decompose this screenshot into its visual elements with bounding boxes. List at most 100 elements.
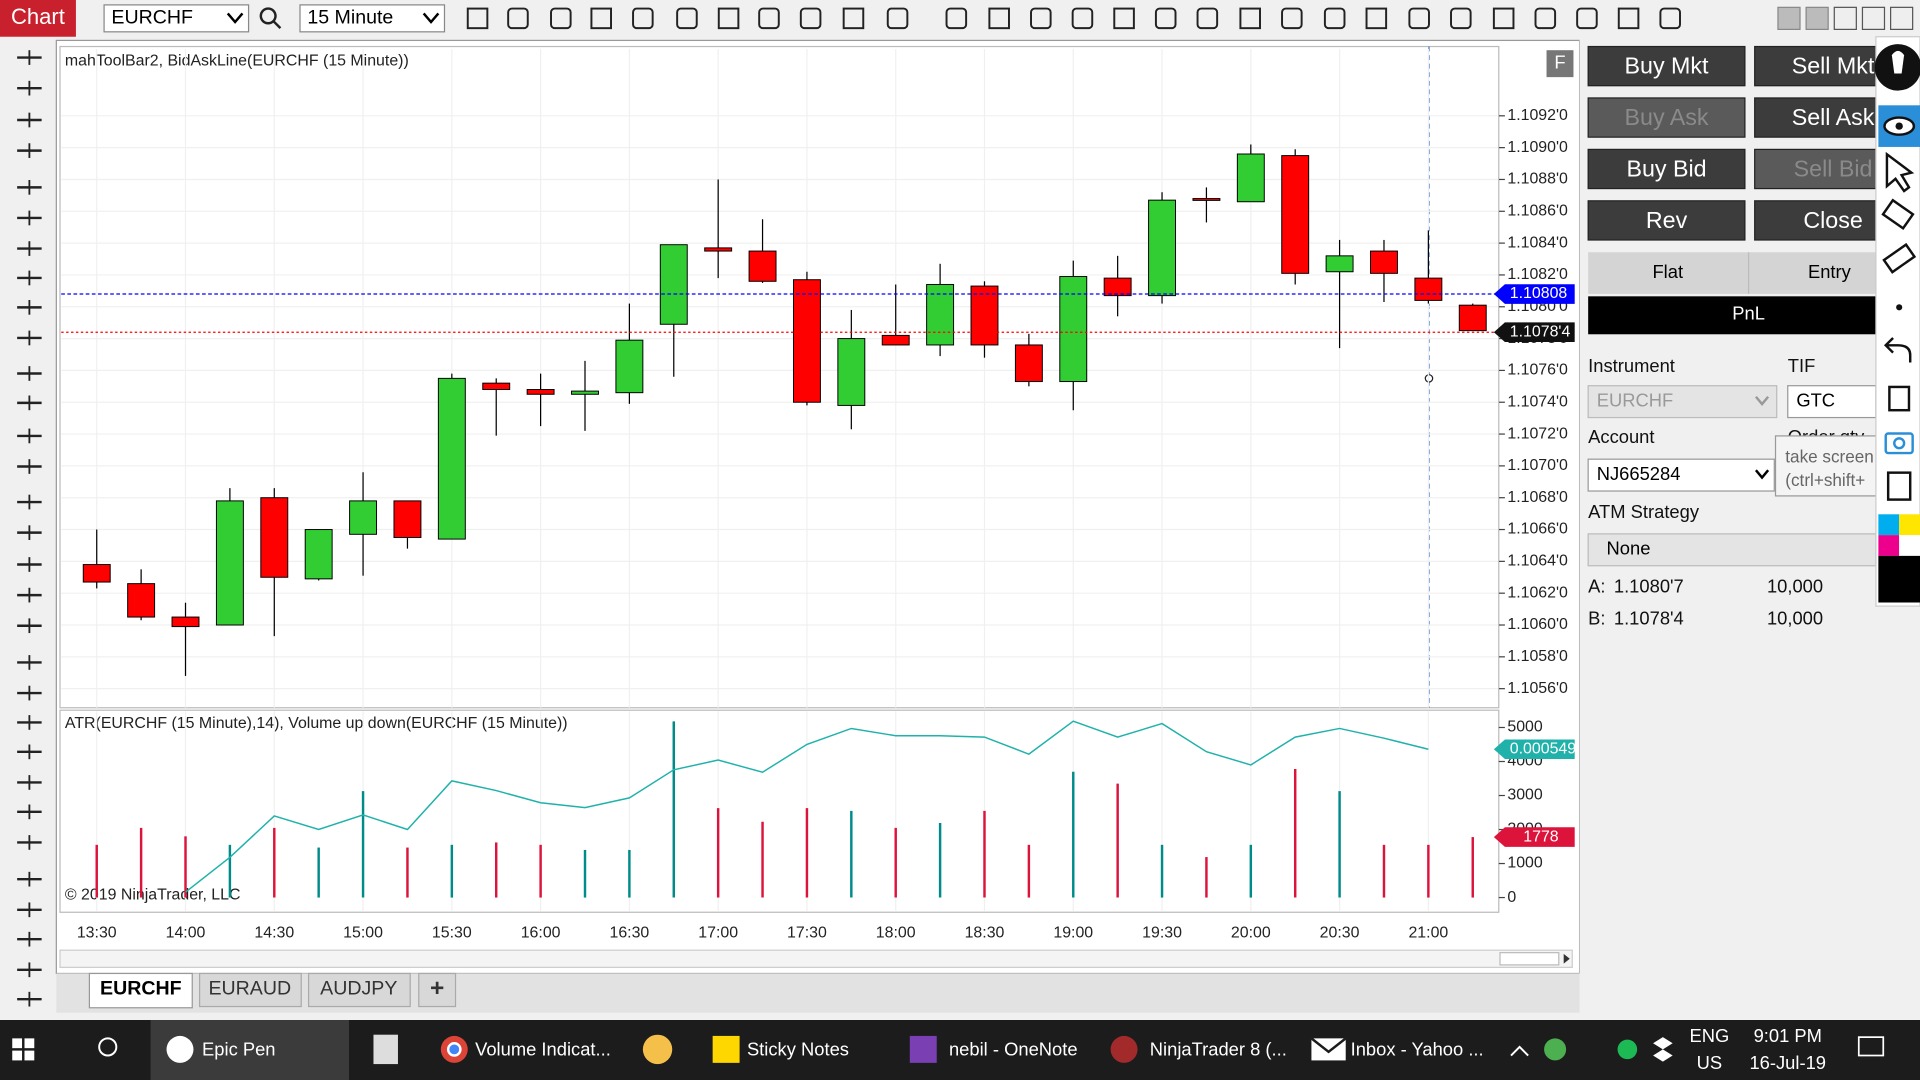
candle-body <box>1370 250 1398 274</box>
tool-icon[interactable] <box>1071 7 1094 30</box>
window-button[interactable] <box>1777 6 1801 30</box>
y-tick-label: 0 <box>1507 889 1516 906</box>
tray-icon[interactable] <box>1653 1037 1673 1062</box>
volume-flag <box>1493 827 1575 847</box>
screenshot-tool[interactable] <box>1884 432 1914 455</box>
x-tick-label: 16:30 <box>609 924 649 941</box>
tool-icon[interactable] <box>1659 7 1681 30</box>
taskbar-app[interactable]: NinjaTrader 8 (... <box>1150 1038 1287 1059</box>
color-swatch[interactable] <box>1899 535 1920 556</box>
app-icon[interactable] <box>642 1034 673 1065</box>
account-field[interactable] <box>1587 458 1775 492</box>
tool-icon[interactable] <box>799 7 822 30</box>
highlighter-tool[interactable] <box>1881 198 1915 231</box>
taskbar-app[interactable]: Sticky Notes <box>747 1038 849 1059</box>
tool-icon[interactable] <box>1492 7 1515 30</box>
tab[interactable] <box>307 972 411 1008</box>
tab-add[interactable] <box>418 972 457 1008</box>
x-tick-label: 13:30 <box>77 924 117 941</box>
search-button[interactable] <box>98 1037 118 1057</box>
chart-menu[interactable] <box>0 0 76 37</box>
taskbar-app[interactable]: Inbox - Yahoo ... <box>1351 1038 1484 1059</box>
window-button[interactable] <box>1805 6 1829 30</box>
tool-icon[interactable] <box>988 7 1010 30</box>
restore-button[interactable] <box>1861 6 1886 30</box>
clock-time[interactable]: 9:01 PM <box>1754 1025 1822 1046</box>
start-tile[interactable] <box>12 1038 23 1049</box>
eraser-tool[interactable] <box>1882 242 1917 274</box>
y-tick-label: 1.1068'0 <box>1507 489 1568 506</box>
clear-tool[interactable] <box>1888 385 1911 412</box>
tool-icon[interactable] <box>550 7 572 30</box>
order-button[interactable] <box>1587 200 1746 241</box>
calculator-icon[interactable] <box>373 1034 398 1065</box>
tool-icon[interactable] <box>717 7 740 30</box>
undo-tool[interactable] <box>1883 337 1912 363</box>
taskbar-app[interactable]: nebil - OneNote <box>949 1038 1078 1059</box>
tab-selected[interactable] <box>88 972 193 1009</box>
scroll-arrow[interactable] <box>1563 953 1570 964</box>
start-tile <box>12 1050 23 1061</box>
tool-icon[interactable] <box>945 7 968 30</box>
tool-icon[interactable] <box>886 7 909 30</box>
instrument-box[interactable] <box>103 4 250 33</box>
tray-chevron[interactable] <box>1510 1045 1529 1057</box>
tray-icon[interactable] <box>1617 1039 1638 1060</box>
tool-icon[interactable] <box>1113 7 1135 30</box>
board-tool[interactable] <box>1886 471 1912 501</box>
tool-icon[interactable] <box>1450 7 1472 30</box>
language[interactable]: ENG <box>1689 1025 1729 1046</box>
tool-icon[interactable] <box>1239 7 1261 30</box>
notifications[interactable] <box>1857 1036 1885 1057</box>
app-icon <box>909 1035 937 1063</box>
taskbar-app[interactable]: Epic Pen <box>202 1038 275 1059</box>
tool-icon[interactable] <box>466 7 489 30</box>
tool-icon[interactable] <box>632 7 654 30</box>
minimize-button[interactable] <box>1833 6 1857 30</box>
tool-icon[interactable] <box>1365 7 1388 30</box>
candle-body <box>349 500 378 535</box>
tool-icon[interactable] <box>1617 7 1640 30</box>
color-swatch[interactable] <box>1878 514 1900 536</box>
color-swatch[interactable] <box>1899 514 1920 536</box>
clock-date[interactable]: 16-Jul-19 <box>1749 1052 1826 1073</box>
order-button[interactable] <box>1587 45 1746 87</box>
tool-icon[interactable] <box>1323 7 1346 30</box>
interval-selector: 15 Minute <box>307 7 393 29</box>
scrollbar[interactable] <box>59 949 1573 968</box>
ask-label: A: <box>1588 576 1605 597</box>
flag-button[interactable] <box>1546 50 1574 78</box>
order-button-label: Buy Mkt <box>1625 52 1710 78</box>
tool-icon[interactable] <box>1576 7 1598 30</box>
atm-field[interactable] <box>1587 533 1877 567</box>
interval-box[interactable] <box>299 4 446 33</box>
tray-icon[interactable] <box>1544 1038 1567 1061</box>
order-button[interactable] <box>1587 148 1746 190</box>
region[interactable]: US <box>1697 1052 1723 1073</box>
cursor-tool[interactable] <box>1885 151 1915 193</box>
tool-icon[interactable] <box>1154 7 1177 30</box>
tool-icon[interactable] <box>676 7 698 30</box>
scroll-thumb[interactable] <box>1499 952 1560 966</box>
tool-icon[interactable] <box>758 7 780 30</box>
tif-field[interactable] <box>1787 385 1877 419</box>
taskbar-app[interactable]: Volume Indicat... <box>475 1038 611 1059</box>
tool-icon[interactable] <box>842 7 865 30</box>
tool-icon[interactable] <box>1281 7 1303 30</box>
order-button[interactable] <box>1587 97 1746 138</box>
tool-icon[interactable] <box>507 7 529 30</box>
tool-icon[interactable] <box>1408 7 1430 30</box>
close-button[interactable] <box>1890 6 1914 30</box>
tool-icon[interactable] <box>1030 7 1052 30</box>
brush-size[interactable] <box>1896 304 1903 311</box>
tool-icon[interactable] <box>1534 7 1557 30</box>
color-swatch-black[interactable] <box>1878 555 1920 603</box>
search-icon[interactable] <box>259 7 277 25</box>
tool-icon[interactable] <box>590 7 613 30</box>
order-button-label: Close <box>1803 207 1862 233</box>
color-swatch[interactable] <box>1878 535 1900 556</box>
tab[interactable] <box>198 972 302 1008</box>
instrument-field[interactable] <box>1587 385 1778 419</box>
pnl-label: PnL <box>1732 303 1765 324</box>
tool-icon[interactable] <box>1196 7 1219 30</box>
